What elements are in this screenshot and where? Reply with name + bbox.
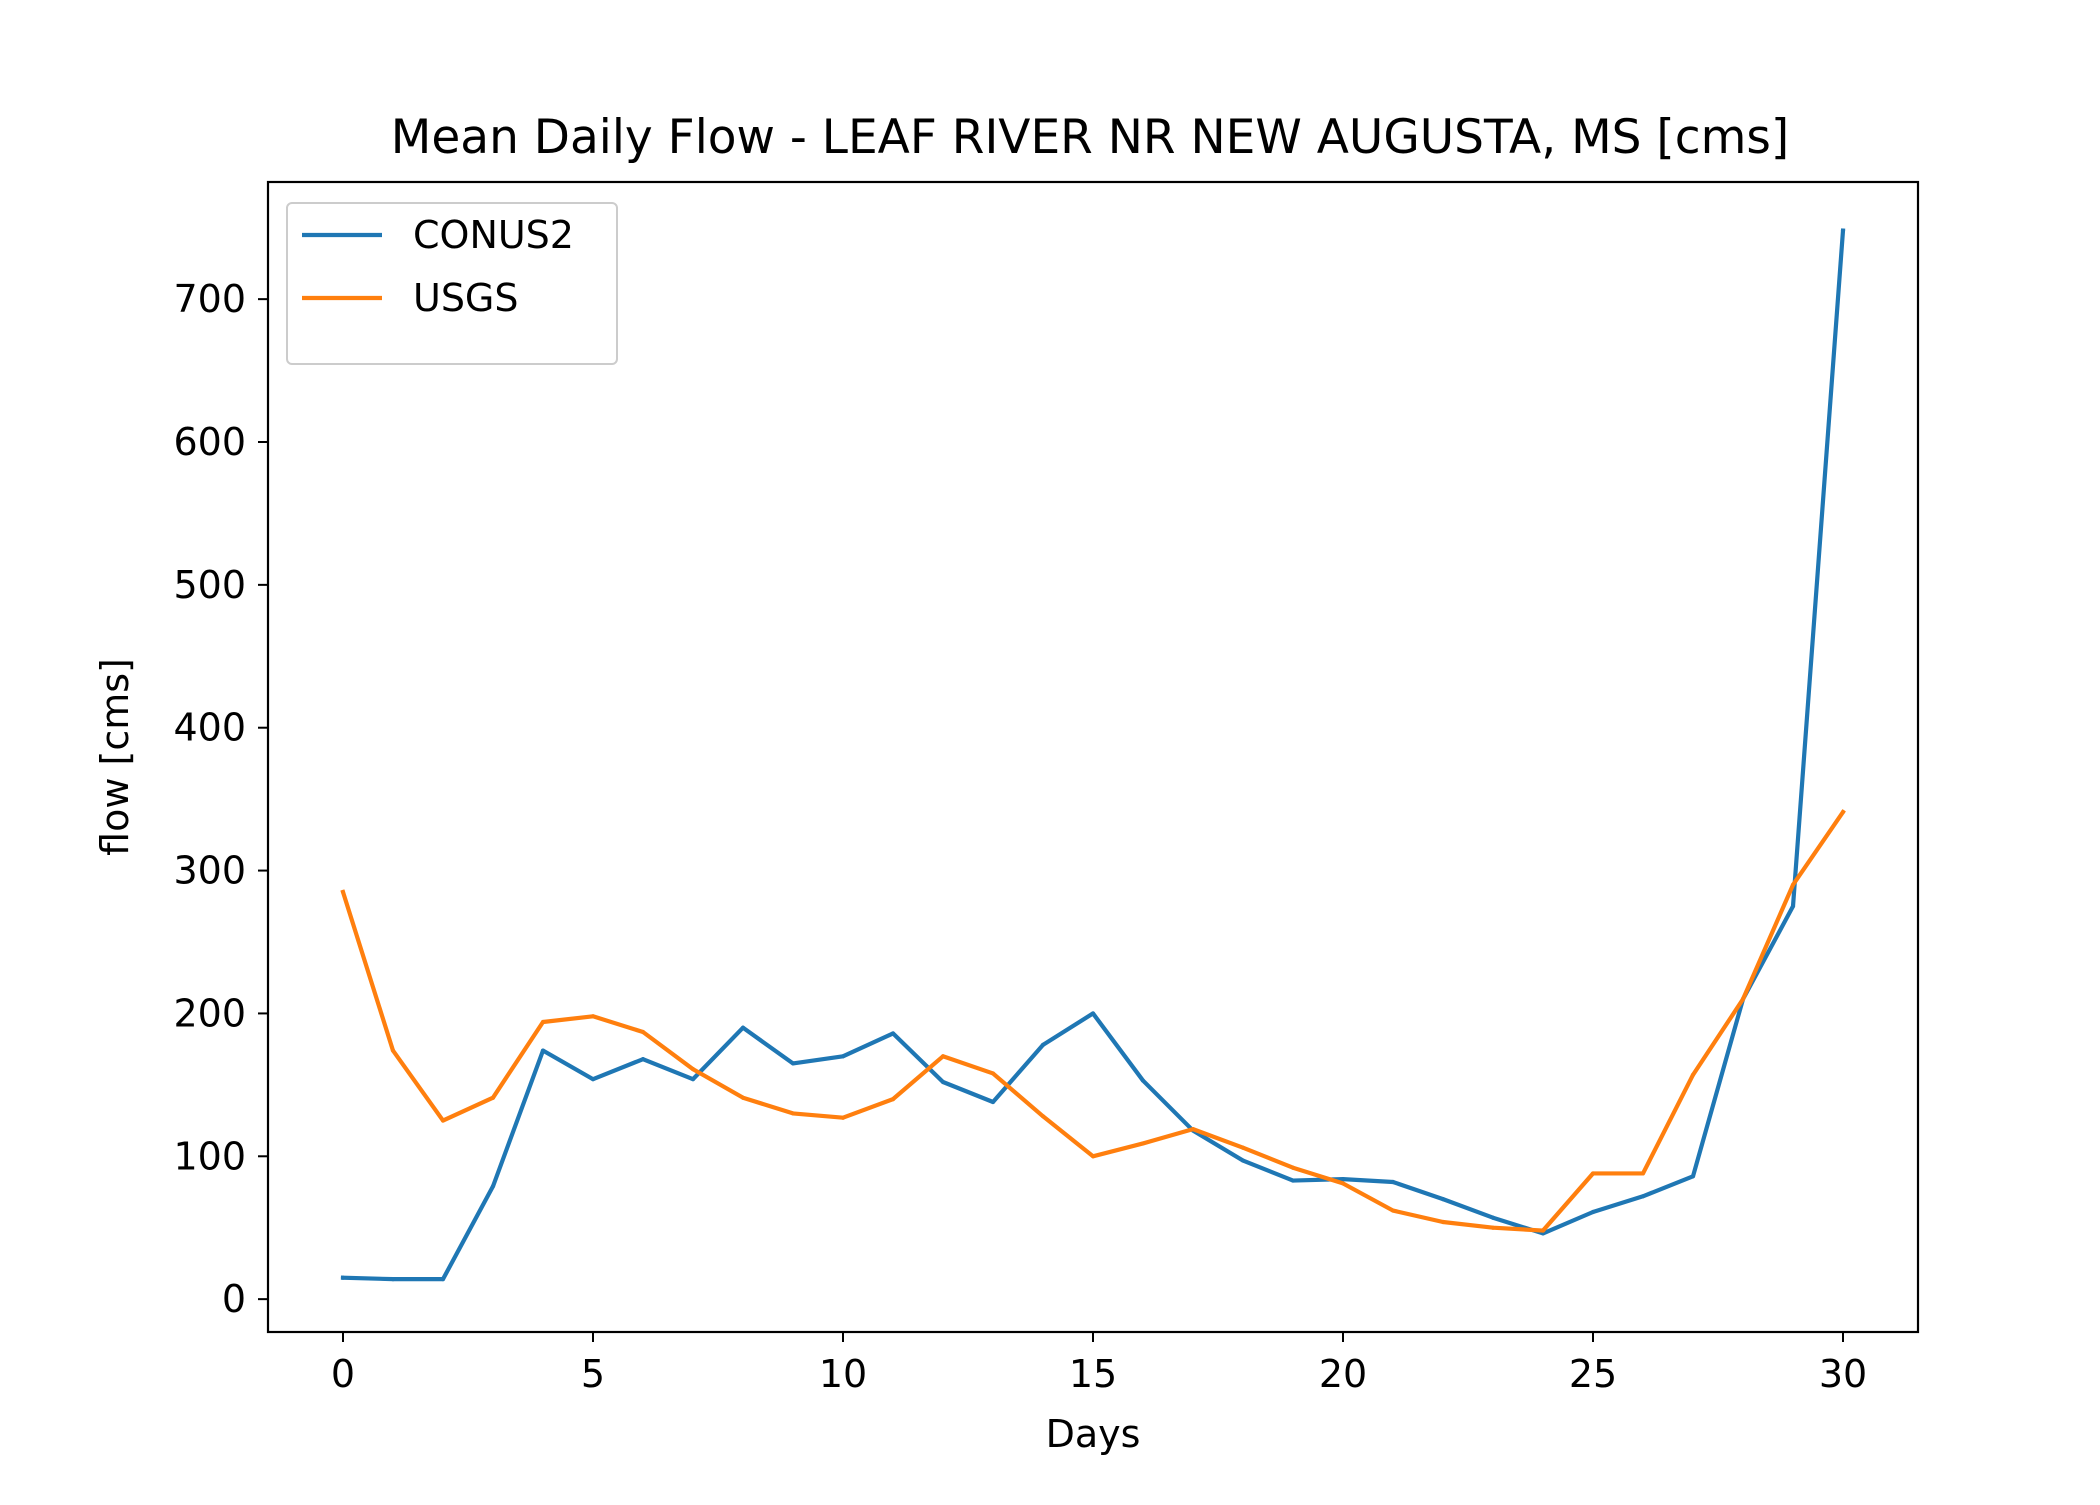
data-point-usgs	[790, 1111, 796, 1116]
data-point-usgs	[1640, 1171, 1646, 1176]
data-point-usgs	[1590, 1171, 1596, 1176]
data-point-usgs	[1140, 1141, 1146, 1146]
data-point-usgs	[1690, 1072, 1696, 1077]
data-point-usgs	[1790, 882, 1796, 887]
y-tick-label: 100	[173, 1134, 246, 1178]
data-point-conus2	[440, 1277, 446, 1282]
x-tick-label: 10	[819, 1352, 867, 1396]
data-point-conus2	[1690, 1174, 1696, 1179]
y-tick-label: 200	[173, 991, 246, 1035]
chart-title: Mean Daily Flow - LEAF RIVER NR NEW AUGU…	[391, 110, 1789, 165]
data-point-conus2	[790, 1061, 796, 1066]
data-point-usgs	[490, 1095, 496, 1100]
data-point-usgs	[1090, 1154, 1096, 1159]
data-point-conus2	[340, 1275, 346, 1280]
data-point-usgs	[640, 1029, 646, 1035]
y-tick-label: 600	[173, 420, 246, 464]
data-point-usgs	[1340, 1181, 1346, 1186]
data-point-conus2	[1140, 1078, 1146, 1083]
x-tick-label: 25	[1569, 1352, 1617, 1396]
legend-box	[286, 202, 618, 365]
data-point-conus2	[1840, 228, 1846, 233]
data-point-usgs	[390, 1048, 396, 1053]
data-point-conus2	[840, 1054, 846, 1059]
y-tick-label: 500	[173, 563, 246, 607]
data-point-usgs	[1240, 1145, 1246, 1150]
data-point-conus2	[1240, 1158, 1246, 1163]
y-axis-label: flow [cms]	[93, 658, 137, 856]
data-point-usgs	[1390, 1208, 1396, 1213]
x-tick-label: 15	[1069, 1352, 1117, 1396]
y-tick-label: 400	[173, 706, 246, 750]
y-tick-label: 300	[173, 849, 246, 893]
legend-label-usgs: USGS	[413, 276, 519, 320]
legend-label-conus2: CONUS2	[413, 213, 574, 257]
data-point-conus2	[390, 1277, 396, 1282]
data-point-conus2	[1490, 1215, 1496, 1220]
data-point-usgs	[1840, 809, 1846, 815]
data-point-usgs	[990, 1071, 996, 1076]
data-point-usgs	[340, 889, 346, 895]
data-point-conus2	[540, 1048, 546, 1053]
legend: CONUS2 USGS	[286, 202, 618, 365]
data-point-conus2	[490, 1184, 496, 1189]
data-point-usgs	[1540, 1228, 1546, 1233]
data-point-usgs	[440, 1118, 446, 1123]
data-point-conus2	[1040, 1042, 1046, 1047]
data-point-conus2	[590, 1077, 596, 1082]
data-point-usgs	[690, 1067, 696, 1072]
data-point-usgs	[1190, 1127, 1196, 1132]
data-point-conus2	[690, 1077, 696, 1082]
data-point-conus2	[940, 1079, 946, 1085]
y-tick-label: 0	[222, 1277, 246, 1321]
data-point-conus2	[1340, 1177, 1346, 1182]
data-point-usgs	[1440, 1219, 1446, 1225]
data-point-usgs	[1740, 997, 1746, 1002]
data-point-conus2	[1290, 1178, 1296, 1183]
data-point-usgs	[740, 1095, 746, 1100]
data-point-usgs	[540, 1019, 546, 1025]
data-point-conus2	[1640, 1194, 1646, 1199]
data-point-usgs	[1490, 1225, 1496, 1230]
data-point-conus2	[740, 1025, 746, 1030]
data-point-usgs	[890, 1097, 896, 1102]
data-point-conus2	[640, 1057, 646, 1062]
data-point-usgs	[940, 1054, 946, 1059]
x-axis-label: Days	[1046, 1412, 1141, 1456]
x-tick-label: 0	[331, 1352, 355, 1396]
data-point-usgs	[1040, 1114, 1046, 1119]
x-tick-label: 20	[1319, 1352, 1367, 1396]
data-point-conus2	[890, 1031, 896, 1036]
data-point-conus2	[990, 1099, 996, 1105]
data-point-conus2	[1790, 904, 1796, 909]
data-point-conus2	[1590, 1209, 1596, 1215]
data-point-conus2	[1440, 1197, 1446, 1202]
data-point-conus2	[1090, 1011, 1096, 1016]
y-tick-label: 700	[173, 277, 246, 321]
data-point-conus2	[1390, 1179, 1396, 1185]
data-point-usgs	[840, 1115, 846, 1120]
data-point-usgs	[590, 1014, 596, 1019]
x-tick-label: 30	[1819, 1352, 1867, 1396]
data-point-usgs	[1290, 1165, 1296, 1170]
x-tick-label: 5	[581, 1352, 605, 1396]
